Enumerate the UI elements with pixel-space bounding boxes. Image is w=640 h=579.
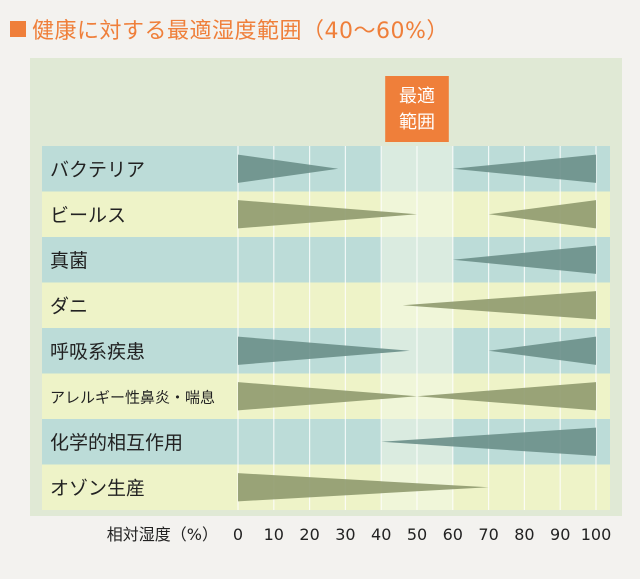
row-label: アレルギー性鼻炎・喘息 — [50, 388, 215, 406]
triangle-marks — [238, 154, 596, 502]
low-risk-triangle — [238, 382, 417, 411]
low-risk-triangle — [238, 200, 417, 229]
row-label: 化学的相互作用 — [50, 432, 183, 454]
high-risk-triangle — [417, 382, 596, 411]
optimal-label: 範囲 — [399, 112, 435, 133]
low-risk-triangle — [238, 154, 339, 183]
optimal-label-box — [385, 76, 449, 142]
high-risk-triangle — [381, 427, 596, 456]
x-axis: 0 10 20 30 40 50 60 70 80 90 100 相対湿度（%） — [107, 525, 611, 544]
chart-title: 健康に対する最適湿度範囲（40～60%） — [32, 19, 449, 44]
title-square-icon — [10, 21, 26, 37]
row-label: オゾン生産 — [50, 477, 145, 499]
optimal-label: 最適 — [399, 86, 435, 107]
x-tick-label: 50 — [407, 525, 427, 544]
x-axis-label: 相対湿度（%） — [107, 525, 218, 544]
high-risk-triangle — [452, 245, 596, 274]
x-tick-label: 10 — [264, 525, 284, 544]
row-label: バクテリア — [50, 159, 145, 181]
x-tick-label: 60 — [443, 525, 463, 544]
x-tick-label: 20 — [299, 525, 319, 544]
row-label: 真菌 — [50, 250, 88, 272]
title-bar: 健康に対する最適湿度範囲（40～60%） — [10, 12, 449, 46]
row-label: ダニ — [50, 295, 88, 317]
high-risk-triangle — [488, 200, 596, 229]
high-risk-triangle — [488, 336, 596, 365]
low-risk-triangle — [238, 473, 489, 502]
x-tick-label: 70 — [478, 525, 498, 544]
x-tick-label: 40 — [371, 525, 391, 544]
x-tick-label: 30 — [335, 525, 355, 544]
row-bands — [42, 146, 610, 510]
x-tick-label: 100 — [581, 525, 612, 544]
high-risk-triangle — [452, 154, 596, 183]
row-labels: バクテリアビールス真菌ダニ呼吸系疾患アレルギー性鼻炎・喘息化学的相互作用オゾン生… — [50, 159, 215, 500]
low-risk-triangle — [238, 336, 410, 365]
x-tick-label: 80 — [514, 525, 534, 544]
row-label: 呼吸系疾患 — [50, 341, 145, 363]
row-label: ビールス — [50, 204, 126, 226]
x-tick-label: 0 — [233, 525, 243, 544]
high-risk-triangle — [402, 291, 596, 320]
x-tick-label: 90 — [550, 525, 570, 544]
